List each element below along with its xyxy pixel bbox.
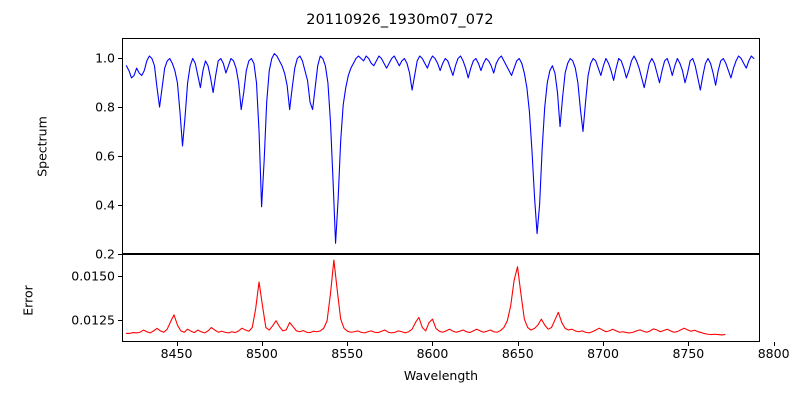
- error-ytick-label: 0.0150: [71, 268, 115, 284]
- xtick-label: 8550: [331, 346, 364, 361]
- xtick-label: 8500: [245, 346, 278, 361]
- xtick-label: 8600: [416, 346, 449, 361]
- error-ytick-label: 0.0125: [71, 312, 115, 328]
- xtick-label: 8650: [501, 346, 534, 361]
- spectrum-ytick-mark: [118, 155, 122, 157]
- error-plot-area: [125, 259, 726, 336]
- error-data-line: [125, 259, 726, 336]
- error-ytick-mark: [118, 276, 122, 278]
- error-y-axis-label: Error: [20, 285, 36, 316]
- figure-title: 20110926_1930m07_072: [306, 12, 494, 28]
- xtick-mark: [603, 342, 605, 346]
- xtick-mark: [773, 342, 775, 346]
- xtick-label: 8800: [757, 346, 790, 361]
- xtick-mark: [688, 342, 690, 346]
- x-axis-label: Wavelength: [403, 368, 479, 383]
- error-axes: [122, 254, 760, 342]
- xtick-label: 8700: [587, 346, 619, 361]
- spectrum-ytick-mark: [118, 106, 122, 108]
- xtick-mark: [176, 342, 178, 346]
- xtick-label: 8450: [160, 346, 193, 361]
- spectrum-data-line: [125, 53, 755, 244]
- xtick-mark: [432, 342, 434, 346]
- spectrum-ytick-label: 0.6: [95, 148, 115, 164]
- spectrum-ytick-label: 0.8: [95, 99, 115, 115]
- spectrum-ytick-label: 0.2: [95, 246, 115, 262]
- error-ytick-mark: [118, 319, 122, 321]
- xtick-mark: [517, 342, 519, 346]
- xtick-mark: [347, 342, 349, 346]
- spectrum-y-axis-label: Spectrum: [34, 116, 50, 177]
- xtick-label: 8750: [672, 346, 705, 361]
- spectrum-plot-area: [125, 53, 755, 244]
- spectrum-ytick-label: 1.0: [95, 50, 115, 66]
- spectrum-ytick-label: 0.4: [95, 197, 115, 213]
- spectrum-axes: [122, 38, 760, 254]
- spectrum-ytick-mark: [118, 254, 122, 255]
- spectrum-ytick-mark: [118, 57, 122, 59]
- xtick-mark: [261, 342, 263, 346]
- spectrum-ytick-mark: [118, 204, 122, 206]
